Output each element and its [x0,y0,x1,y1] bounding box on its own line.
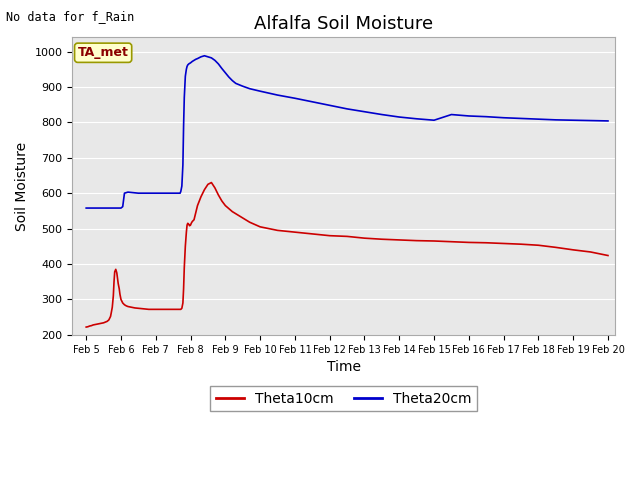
Text: TA_met: TA_met [77,46,129,59]
Title: Alfalfa Soil Moisture: Alfalfa Soil Moisture [254,15,433,33]
Text: No data for f_Rain: No data for f_Rain [6,10,134,23]
X-axis label: Time: Time [326,360,360,374]
Legend: Theta10cm, Theta20cm: Theta10cm, Theta20cm [210,386,477,411]
Y-axis label: Soil Moisture: Soil Moisture [15,142,29,231]
